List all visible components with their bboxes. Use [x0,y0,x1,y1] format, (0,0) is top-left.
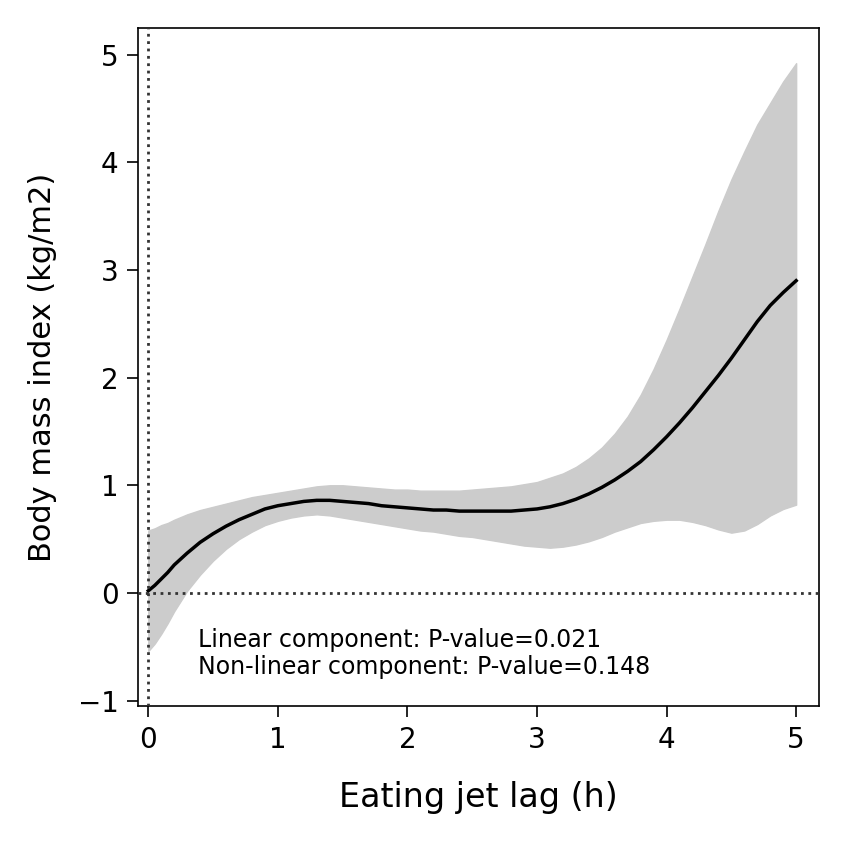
X-axis label: Eating jet lag (h): Eating jet lag (h) [340,781,618,814]
Y-axis label: Body mass index (kg/m2): Body mass index (kg/m2) [28,173,57,562]
Text: Linear component: P-value=0.021
Non-linear component: P-value=0.148: Linear component: P-value=0.021 Non-line… [197,627,650,679]
